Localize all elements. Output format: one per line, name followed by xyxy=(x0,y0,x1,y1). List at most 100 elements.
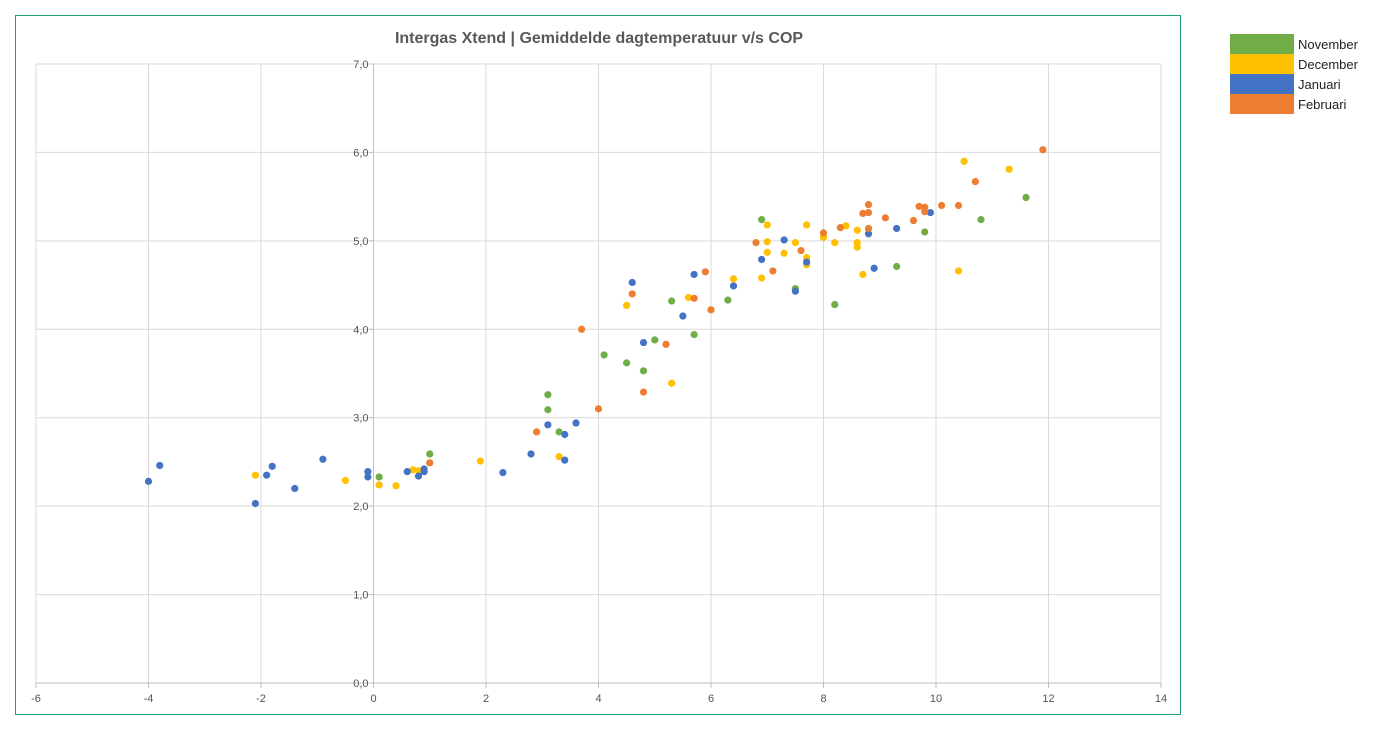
data-point-februari xyxy=(819,229,828,237)
y-tick-label: 3,0 xyxy=(353,413,368,425)
legend-label: November xyxy=(1298,36,1358,52)
data-point-december xyxy=(414,467,423,475)
data-point-december xyxy=(251,471,259,479)
data-point-november xyxy=(639,367,648,375)
data-point-januari xyxy=(251,499,259,508)
data-point-januari xyxy=(420,465,428,473)
data-point-november xyxy=(831,300,839,309)
x-tick-label: 4 xyxy=(595,693,601,705)
data-point-februari xyxy=(662,340,670,348)
data-point-januari xyxy=(144,477,153,485)
data-point-januari xyxy=(156,461,164,470)
data-point-januari xyxy=(803,258,811,266)
data-point-februari xyxy=(864,224,873,233)
legend-label: Februari xyxy=(1298,96,1347,112)
data-point-december xyxy=(842,222,850,230)
data-point-november xyxy=(758,216,766,224)
data-point-december xyxy=(555,453,563,461)
data-point-februari xyxy=(769,267,777,275)
data-point-februari xyxy=(701,268,709,276)
data-point-december xyxy=(859,270,867,279)
data-point-november xyxy=(977,216,985,224)
data-point-november xyxy=(921,228,929,236)
data-point-januari xyxy=(414,472,423,480)
data-point-januari xyxy=(870,264,878,272)
data-points xyxy=(144,146,1047,508)
data-point-november xyxy=(555,428,563,436)
data-point-november xyxy=(600,351,608,359)
x-tick-label: 12 xyxy=(1042,693,1054,705)
data-point-januari xyxy=(291,484,299,493)
legend: November December Januari Februari xyxy=(1230,34,1358,114)
data-point-november xyxy=(893,262,901,271)
data-point-januari xyxy=(758,255,766,264)
axes xyxy=(35,63,1162,688)
data-point-januari xyxy=(268,462,276,470)
x-tick-label: -6 xyxy=(31,693,41,705)
x-tick-label: 8 xyxy=(820,693,826,705)
data-point-november xyxy=(1022,193,1030,202)
data-point-november xyxy=(668,297,676,305)
x-tick-label: 2 xyxy=(483,693,489,705)
data-point-december xyxy=(409,466,417,474)
data-point-december xyxy=(763,248,771,256)
data-point-februari xyxy=(533,428,541,436)
legend-label: December xyxy=(1298,56,1358,72)
data-point-december xyxy=(729,275,738,283)
data-point-december xyxy=(684,293,693,302)
legend-item-december: December xyxy=(1230,54,1358,74)
data-point-november xyxy=(724,296,732,304)
data-point-januari xyxy=(864,230,873,238)
y-tick-label: 7,0 xyxy=(353,59,368,71)
data-point-februari xyxy=(921,203,929,211)
legend-label: Januari xyxy=(1298,76,1341,92)
data-point-december xyxy=(476,457,484,465)
data-point-november xyxy=(544,391,552,399)
data-point-januari xyxy=(319,455,327,463)
data-point-november xyxy=(690,330,698,339)
y-tick-label: 5,0 xyxy=(353,236,368,248)
data-point-januari xyxy=(679,312,687,320)
data-point-december xyxy=(831,239,839,247)
data-point-februari xyxy=(864,208,873,217)
data-point-februari xyxy=(836,223,844,232)
data-point-november xyxy=(544,406,552,414)
data-point-december xyxy=(791,239,799,247)
data-point-december xyxy=(803,221,811,229)
data-point-december xyxy=(763,221,771,229)
legend-swatch xyxy=(1230,34,1294,54)
data-point-december xyxy=(375,481,383,489)
grid-lines xyxy=(35,63,1162,684)
x-tick-label: 0 xyxy=(370,693,376,705)
data-point-februari xyxy=(594,405,603,413)
data-point-januari xyxy=(791,287,799,295)
tick-labels: -6 -4 -2 0 2 4 6 8 10 12 14 0,0 1,0 2,0 3,0 4,0 5,0 6,0 7,… xyxy=(31,59,1167,705)
data-point-januari xyxy=(364,473,372,481)
data-point-november xyxy=(375,473,383,481)
data-point-december xyxy=(853,226,861,234)
data-point-december xyxy=(392,482,400,490)
x-tick-label: 14 xyxy=(1155,693,1167,705)
data-point-januari xyxy=(561,430,569,439)
x-tick-label: 10 xyxy=(930,693,942,705)
x-tick-label: -2 xyxy=(256,693,266,705)
legend-item-november: November xyxy=(1230,34,1358,54)
data-point-februari xyxy=(1039,146,1047,154)
data-point-februari xyxy=(797,246,805,255)
data-point-januari xyxy=(729,282,738,290)
data-point-november xyxy=(426,450,434,458)
data-point-februari xyxy=(954,201,963,210)
y-tick-label: 1,0 xyxy=(353,590,368,602)
data-point-januari xyxy=(690,270,698,279)
data-point-december xyxy=(341,476,349,485)
scatter-chart: Intergas Xtend | Gemiddelde dagtemperatu… xyxy=(31,30,1167,705)
y-tick-label: 6,0 xyxy=(353,147,368,159)
x-tick-label: 6 xyxy=(708,693,714,705)
data-point-februari xyxy=(909,216,918,225)
data-point-januari xyxy=(544,421,552,429)
data-point-februari xyxy=(752,239,760,247)
y-tick-label: 4,0 xyxy=(353,324,368,336)
data-point-december xyxy=(1005,165,1013,173)
data-point-januari xyxy=(499,468,507,477)
data-point-januari xyxy=(780,236,788,244)
